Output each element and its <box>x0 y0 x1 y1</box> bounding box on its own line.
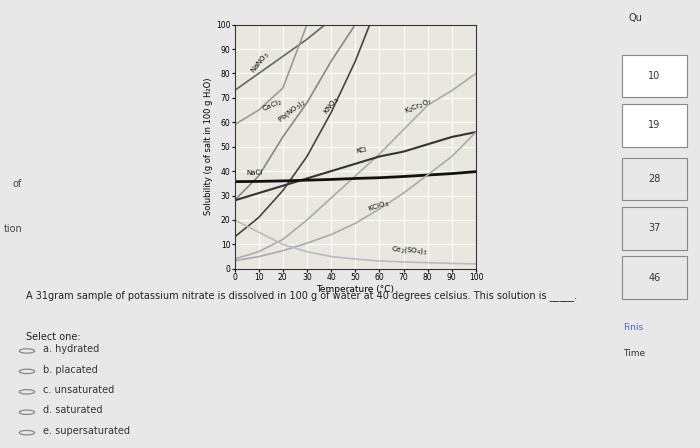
Text: NaNO$_3$: NaNO$_3$ <box>249 50 272 76</box>
Text: 19: 19 <box>648 121 660 130</box>
Text: Time: Time <box>623 349 645 358</box>
Text: Finis: Finis <box>623 323 643 332</box>
Text: 46: 46 <box>648 273 660 283</box>
Text: KClO$_3$: KClO$_3$ <box>368 198 391 215</box>
Text: K$_2$Cr$_2$O$_7$: K$_2$Cr$_2$O$_7$ <box>403 97 435 117</box>
FancyBboxPatch shape <box>622 207 687 250</box>
Text: d. saturated: d. saturated <box>43 405 103 415</box>
Text: Qu: Qu <box>629 13 643 23</box>
Text: e. supersaturated: e. supersaturated <box>43 426 130 436</box>
Y-axis label: Solubility (g of salt in 100 g H₂O): Solubility (g of salt in 100 g H₂O) <box>204 78 213 215</box>
Text: KCl: KCl <box>355 146 367 154</box>
Text: 37: 37 <box>648 224 660 233</box>
Text: tion: tion <box>4 224 23 234</box>
Text: b. placated: b. placated <box>43 365 98 375</box>
Text: Ce$_2$(SO$_4$)$_3$: Ce$_2$(SO$_4$)$_3$ <box>391 244 428 257</box>
FancyBboxPatch shape <box>622 256 687 299</box>
Text: 10: 10 <box>648 71 660 81</box>
Text: Pb(NO$_3$)$_2$: Pb(NO$_3$)$_2$ <box>276 97 308 125</box>
Text: 28: 28 <box>648 174 660 184</box>
Text: KNO$_3$: KNO$_3$ <box>321 95 342 117</box>
Text: NaCl: NaCl <box>246 169 263 176</box>
X-axis label: Temperature (°C): Temperature (°C) <box>316 285 394 294</box>
FancyBboxPatch shape <box>622 158 687 200</box>
Text: c. unsaturated: c. unsaturated <box>43 385 115 395</box>
Text: a. hydrated: a. hydrated <box>43 344 99 354</box>
FancyBboxPatch shape <box>622 104 687 147</box>
FancyBboxPatch shape <box>622 55 687 97</box>
Text: CaCl$_2$: CaCl$_2$ <box>261 97 284 115</box>
Text: A 31gram sample of potassium nitrate is dissolved in 100 g of water at 40 degree: A 31gram sample of potassium nitrate is … <box>26 290 577 301</box>
Text: Select one:: Select one: <box>26 332 80 342</box>
Text: of: of <box>13 179 22 189</box>
